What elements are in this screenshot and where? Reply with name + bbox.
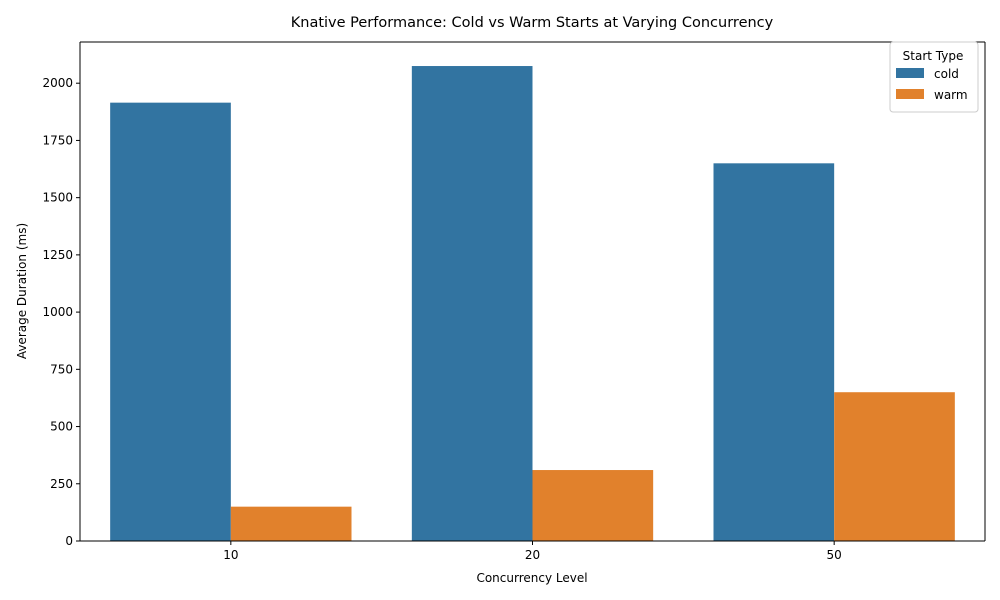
bar-warm-50 — [834, 392, 955, 541]
y-tick-label: 2000 — [42, 76, 73, 90]
y-tick-label: 250 — [50, 477, 73, 491]
bar-warm-10 — [230, 506, 352, 541]
legend-label-cold: cold — [934, 67, 959, 81]
legend-title: Start Type — [903, 49, 964, 63]
y-tick-label: 1500 — [42, 191, 73, 205]
x-axis-ticks: 10 20 50 — [223, 541, 842, 562]
bar-cold-10 — [110, 102, 231, 541]
y-tick-label: 0 — [65, 534, 73, 548]
y-tick-label: 1000 — [42, 305, 73, 319]
y-tick-label: 1250 — [42, 248, 73, 262]
y-tick-label: 500 — [50, 420, 73, 434]
x-axis-label: Concurrency Level — [476, 571, 587, 585]
bars — [110, 66, 955, 542]
y-tick-label: 1750 — [42, 133, 73, 147]
legend: Start Type cold warm — [889, 41, 979, 113]
bar-warm-20 — [532, 470, 654, 541]
y-tick-label: 750 — [50, 362, 73, 376]
x-tick-label: 10 — [223, 548, 238, 562]
legend-swatch-cold — [896, 68, 924, 78]
x-tick-label: 20 — [525, 548, 540, 562]
bar-cold-20 — [411, 66, 533, 542]
legend-label-warm: warm — [934, 88, 968, 102]
chart-title: Knative Performance: Cold vs Warm Starts… — [291, 15, 774, 31]
legend-swatch-warm — [896, 89, 924, 99]
y-axis-label: Average Duration (ms) — [15, 223, 29, 359]
x-tick-label: 50 — [827, 548, 842, 562]
bar-cold-50 — [713, 163, 835, 541]
y-axis-ticks: 0 250 500 750 1000 1250 1500 1750 2000 — [42, 76, 80, 548]
